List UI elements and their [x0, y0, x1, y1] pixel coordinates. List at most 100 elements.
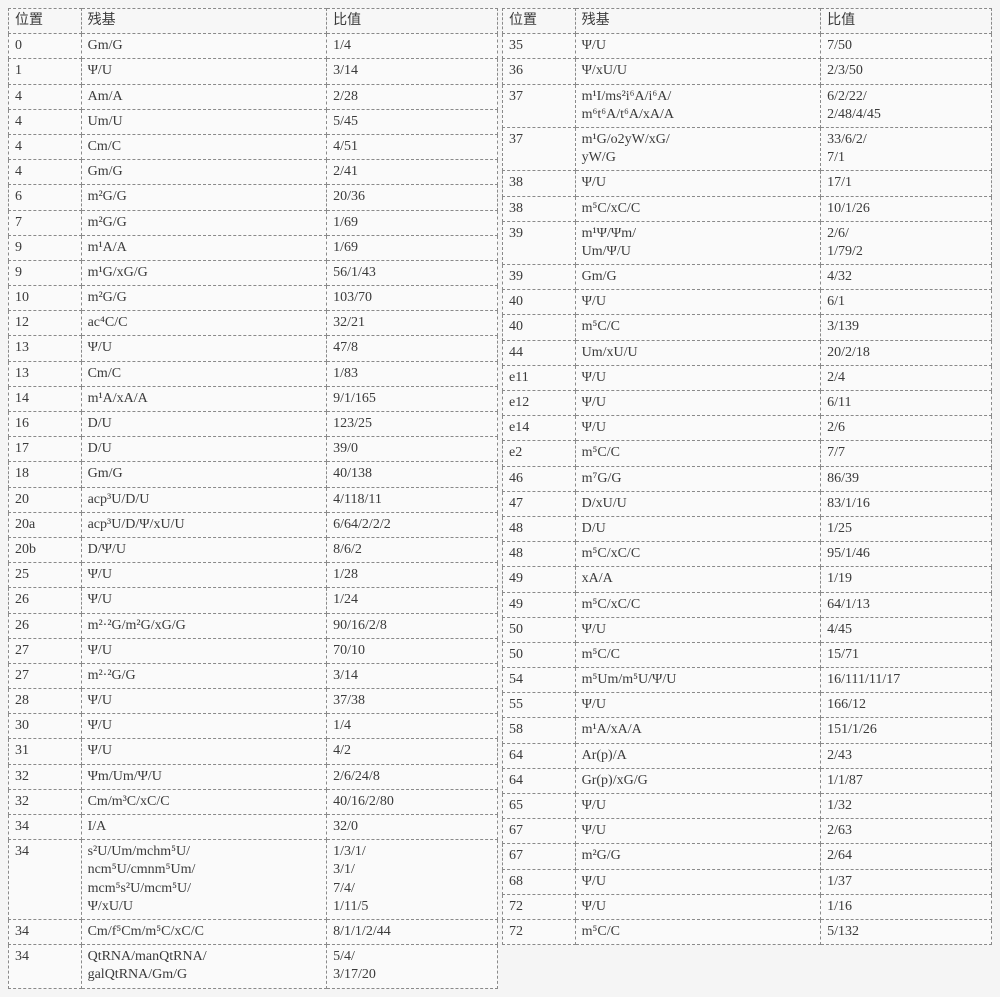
cell-pos: 49 — [503, 567, 576, 592]
table-row: 17D/U39/0 — [9, 437, 498, 462]
cell-pos: 34 — [9, 945, 82, 988]
cell-res: D/U — [81, 412, 327, 437]
cell-res: m⁵C/xC/C — [575, 592, 821, 617]
table-row: 13Cm/C1/83 — [9, 361, 498, 386]
cell-res: s²U/Um/mchm⁵U/ncm⁵U/cmnm⁵Um/mcm⁵s²U/mcm⁵… — [81, 840, 327, 920]
cell-ratio: 1/19 — [821, 567, 992, 592]
cell-ratio: 2/63 — [821, 819, 992, 844]
cell-res: Ψ/U — [575, 794, 821, 819]
table-row: 47D/xU/U83/1/16 — [503, 491, 992, 516]
cell-res: m⁵C/xC/C — [575, 196, 821, 221]
cell-res: Ψ/xU/U — [575, 59, 821, 84]
cell-res: acp³U/D/U — [81, 487, 327, 512]
cell-pos: 20b — [9, 537, 82, 562]
cell-res: D/U — [81, 437, 327, 462]
cell-res: D/U — [575, 516, 821, 541]
cell-ratio: 2/4 — [821, 365, 992, 390]
cell-pos: 34 — [9, 919, 82, 944]
cell-res: Am/A — [81, 84, 327, 109]
cell-ratio: 2/3/50 — [821, 59, 992, 84]
cell-res: Ψ/U — [81, 563, 327, 588]
cell-res: D/xU/U — [575, 491, 821, 516]
table-row: 32Cm/m³C/xC/C40/16/2/80 — [9, 789, 498, 814]
cell-ratio: 39/0 — [327, 437, 498, 462]
table-row: 27m²·²G/G3/14 — [9, 663, 498, 688]
table-row: 26m²·²G/m²G/xG/G90/16/2/8 — [9, 613, 498, 638]
cell-ratio: 1/69 — [327, 235, 498, 260]
cell-res: m¹G/o2yW/xG/yW/G — [575, 127, 821, 170]
cell-ratio: 5/132 — [821, 919, 992, 944]
table-row: e12Ψ/U6/11 — [503, 391, 992, 416]
cell-pos: 17 — [9, 437, 82, 462]
cell-res: Ψ/U — [575, 617, 821, 642]
cell-pos: 27 — [9, 663, 82, 688]
cell-pos: 72 — [503, 919, 576, 944]
cell-res: Cm/C — [81, 134, 327, 159]
table-row: 48m⁵C/xC/C95/1/46 — [503, 542, 992, 567]
cell-ratio: 1/25 — [821, 516, 992, 541]
cell-ratio: 3/139 — [821, 315, 992, 340]
table-row: 58m¹A/xA/A151/1/26 — [503, 718, 992, 743]
cell-pos: 50 — [503, 642, 576, 667]
table-row: 48D/U1/25 — [503, 516, 992, 541]
cell-pos: 44 — [503, 340, 576, 365]
table-row: 1Ψ/U3/14 — [9, 59, 498, 84]
table-row: 27Ψ/U70/10 — [9, 638, 498, 663]
cell-pos: 16 — [9, 412, 82, 437]
cell-pos: 49 — [503, 592, 576, 617]
cell-ratio: 1/4 — [327, 34, 498, 59]
cell-pos: 31 — [9, 739, 82, 764]
cell-pos: 54 — [503, 668, 576, 693]
cell-pos: 9 — [9, 235, 82, 260]
cell-pos: 72 — [503, 894, 576, 919]
cell-pos: 18 — [9, 462, 82, 487]
table-row: 9m¹A/A1/69 — [9, 235, 498, 260]
cell-res: Ψ/U — [575, 365, 821, 390]
cell-res: Ψ/U — [575, 171, 821, 196]
table-row: 25Ψ/U1/28 — [9, 563, 498, 588]
table-row: 49xA/A1/19 — [503, 567, 992, 592]
cell-pos: 38 — [503, 196, 576, 221]
cell-ratio: 86/39 — [821, 466, 992, 491]
cell-ratio: 47/8 — [327, 336, 498, 361]
cell-pos: 25 — [9, 563, 82, 588]
cell-pos: 68 — [503, 869, 576, 894]
cell-pos: 40 — [503, 290, 576, 315]
table-row: 34s²U/Um/mchm⁵U/ncm⁵U/cmnm⁵Um/mcm⁵s²U/mc… — [9, 840, 498, 920]
col-header-ratio: 比值 — [327, 9, 498, 34]
cell-pos: 4 — [9, 134, 82, 159]
table-row: 50Ψ/U4/45 — [503, 617, 992, 642]
cell-res: Ψ/U — [81, 689, 327, 714]
table-row: 16D/U123/25 — [9, 412, 498, 437]
cell-pos: 34 — [9, 815, 82, 840]
cell-pos: 36 — [503, 59, 576, 84]
cell-pos: 30 — [9, 714, 82, 739]
cell-res: Cm/C — [81, 361, 327, 386]
cell-ratio: 2/6/1/79/2 — [821, 221, 992, 264]
cell-ratio: 95/1/46 — [821, 542, 992, 567]
table-row: 18Gm/G40/138 — [9, 462, 498, 487]
cell-res: D/Ψ/U — [81, 537, 327, 562]
tables-container: 位置 残基 比值 0Gm/G1/41Ψ/U3/144Am/A2/284Um/U5… — [8, 8, 992, 989]
cell-res: Gr(p)/xG/G — [575, 768, 821, 793]
cell-pos: 13 — [9, 336, 82, 361]
table-row: 67m²G/G2/64 — [503, 844, 992, 869]
table-row: 67Ψ/U2/63 — [503, 819, 992, 844]
cell-ratio: 1/4 — [327, 714, 498, 739]
cell-pos: e12 — [503, 391, 576, 416]
cell-ratio: 6/2/22/2/48/4/45 — [821, 84, 992, 127]
cell-res: Ψ/U — [575, 819, 821, 844]
table-row: 54m⁵Um/m⁵U/Ψ/U16/111/11/17 — [503, 668, 992, 693]
table-row: 65Ψ/U1/32 — [503, 794, 992, 819]
table-row: 4Am/A2/28 — [9, 84, 498, 109]
cell-res: Ψ/U — [81, 714, 327, 739]
cell-res: Um/U — [81, 109, 327, 134]
cell-ratio: 2/41 — [327, 160, 498, 185]
table-row: 30Ψ/U1/4 — [9, 714, 498, 739]
table-row: 14m¹A/xA/A9/1/165 — [9, 386, 498, 411]
cell-pos: 34 — [9, 840, 82, 920]
table-row: 28Ψ/U37/38 — [9, 689, 498, 714]
table-row: 72Ψ/U1/16 — [503, 894, 992, 919]
cell-ratio: 3/14 — [327, 59, 498, 84]
cell-res: Ψ/U — [81, 638, 327, 663]
